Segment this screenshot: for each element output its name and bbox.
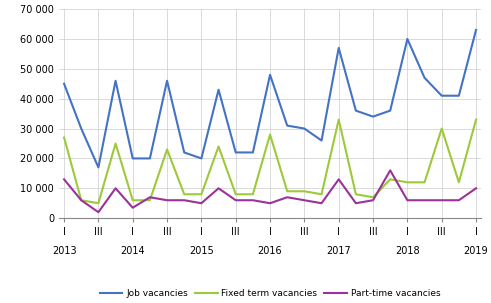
Job vacancies xyxy=(387,109,393,112)
Text: 2018: 2018 xyxy=(395,246,420,256)
Fixed term vacancies xyxy=(164,148,170,151)
Fixed term vacancies xyxy=(353,192,359,196)
Part-time vacancies xyxy=(370,198,376,202)
Fixed term vacancies xyxy=(284,189,290,193)
Fixed term vacancies xyxy=(61,136,67,139)
Fixed term vacancies xyxy=(130,198,136,202)
Job vacancies xyxy=(147,157,153,160)
Job vacancies xyxy=(267,73,273,77)
Job vacancies xyxy=(353,109,359,112)
Part-time vacancies xyxy=(198,201,204,205)
Part-time vacancies xyxy=(439,198,445,202)
Job vacancies xyxy=(405,37,410,41)
Fixed term vacancies xyxy=(78,198,84,202)
Job vacancies xyxy=(284,124,290,127)
Part-time vacancies xyxy=(181,198,187,202)
Fixed term vacancies xyxy=(422,181,428,184)
Fixed term vacancies xyxy=(267,133,273,136)
Part-time vacancies xyxy=(301,198,307,202)
Job vacancies xyxy=(112,79,118,83)
Part-time vacancies xyxy=(147,195,153,199)
Job vacancies xyxy=(250,151,256,154)
Job vacancies xyxy=(473,28,479,32)
Job vacancies xyxy=(216,88,221,92)
Fixed term vacancies xyxy=(319,192,325,196)
Fixed term vacancies xyxy=(387,178,393,181)
Text: 2017: 2017 xyxy=(327,246,351,256)
Part-time vacancies xyxy=(250,198,256,202)
Part-time vacancies xyxy=(405,198,410,202)
Legend: Job vacancies, Fixed term vacancies, Part-time vacancies: Job vacancies, Fixed term vacancies, Par… xyxy=(96,285,444,301)
Job vacancies xyxy=(78,127,84,130)
Job vacancies xyxy=(301,127,307,130)
Fixed term vacancies xyxy=(250,192,256,196)
Fixed term vacancies xyxy=(95,201,101,205)
Fixed term vacancies xyxy=(181,192,187,196)
Job vacancies xyxy=(95,165,101,169)
Fixed term vacancies xyxy=(233,192,239,196)
Line: Part-time vacancies: Part-time vacancies xyxy=(64,170,476,212)
Text: 2015: 2015 xyxy=(189,246,214,256)
Fixed term vacancies xyxy=(439,127,445,130)
Part-time vacancies xyxy=(473,186,479,190)
Part-time vacancies xyxy=(387,168,393,172)
Job vacancies xyxy=(336,46,342,50)
Part-time vacancies xyxy=(112,186,118,190)
Text: 2016: 2016 xyxy=(258,246,282,256)
Text: 2013: 2013 xyxy=(52,246,77,256)
Part-time vacancies xyxy=(353,201,359,205)
Fixed term vacancies xyxy=(473,118,479,122)
Part-time vacancies xyxy=(130,206,136,210)
Line: Job vacancies: Job vacancies xyxy=(64,30,476,167)
Part-time vacancies xyxy=(319,201,325,205)
Job vacancies xyxy=(164,79,170,83)
Job vacancies xyxy=(439,94,445,98)
Part-time vacancies xyxy=(456,198,462,202)
Fixed term vacancies xyxy=(456,181,462,184)
Job vacancies xyxy=(456,94,462,98)
Line: Fixed term vacancies: Fixed term vacancies xyxy=(64,120,476,203)
Part-time vacancies xyxy=(78,198,84,202)
Text: 2019: 2019 xyxy=(464,246,489,256)
Job vacancies xyxy=(181,151,187,154)
Fixed term vacancies xyxy=(198,192,204,196)
Text: 2014: 2014 xyxy=(120,246,145,256)
Fixed term vacancies xyxy=(301,189,307,193)
Job vacancies xyxy=(319,139,325,142)
Part-time vacancies xyxy=(61,178,67,181)
Part-time vacancies xyxy=(336,178,342,181)
Fixed term vacancies xyxy=(405,181,410,184)
Part-time vacancies xyxy=(284,195,290,199)
Job vacancies xyxy=(422,76,428,80)
Job vacancies xyxy=(130,157,136,160)
Job vacancies xyxy=(198,157,204,160)
Part-time vacancies xyxy=(164,198,170,202)
Fixed term vacancies xyxy=(370,195,376,199)
Part-time vacancies xyxy=(422,198,428,202)
Job vacancies xyxy=(233,151,239,154)
Part-time vacancies xyxy=(233,198,239,202)
Part-time vacancies xyxy=(267,201,273,205)
Fixed term vacancies xyxy=(216,145,221,148)
Part-time vacancies xyxy=(216,186,221,190)
Part-time vacancies xyxy=(95,210,101,214)
Fixed term vacancies xyxy=(147,198,153,202)
Job vacancies xyxy=(61,82,67,85)
Fixed term vacancies xyxy=(336,118,342,122)
Job vacancies xyxy=(370,115,376,118)
Fixed term vacancies xyxy=(112,142,118,145)
